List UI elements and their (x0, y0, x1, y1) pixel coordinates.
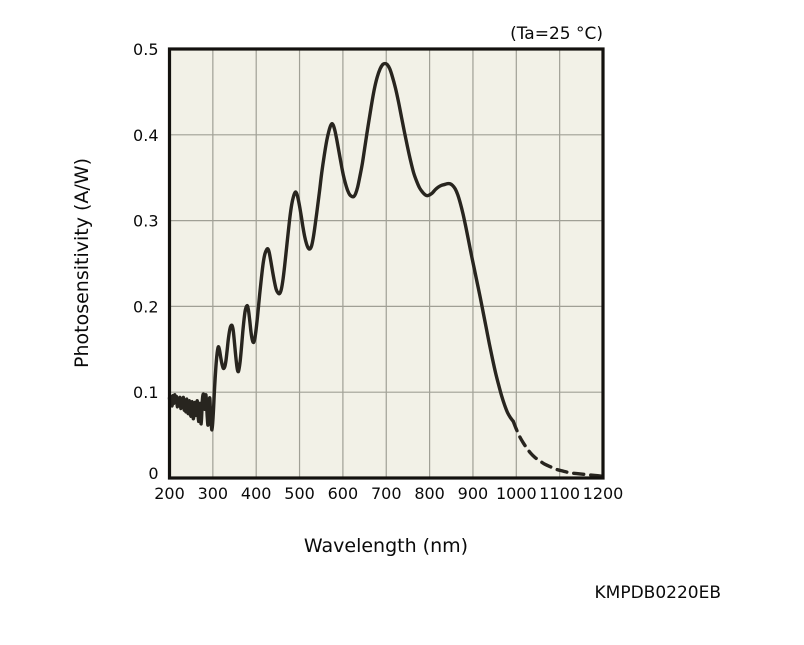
y-axis-title: Photosensitivity (A/W) (71, 158, 93, 368)
y-tick-label: 0.1 (133, 383, 158, 402)
plot-frame (167, 47, 605, 480)
x-tick-label: 400 (241, 484, 272, 503)
grid-layer (169, 49, 603, 478)
series-photosensitivity-measured (167, 61, 515, 432)
x-tick-label: 1200 (583, 484, 624, 503)
x-tick-label: 1000 (496, 484, 537, 503)
x-tick-label: 500 (284, 484, 315, 503)
x-tick-label: 200 (154, 484, 185, 503)
x-tick-label: 800 (414, 484, 445, 503)
curve-layer (167, 61, 605, 478)
x-tick-label: 900 (458, 484, 489, 503)
y-tick-label: 0.2 (133, 297, 158, 316)
y-tick-label: 0.4 (133, 126, 158, 145)
condition-annotation: (Ta=25 °C) (510, 24, 603, 44)
x-tick-label: 1100 (539, 484, 580, 503)
x-axis-title: Wavelength (nm) (304, 535, 468, 557)
x-tick-label: 600 (328, 484, 359, 503)
x-tick-label: 700 (371, 484, 402, 503)
y-tick-label: 0.5 (133, 40, 158, 59)
series-photosensitivity-extrapolated (511, 419, 605, 478)
tick-layer: 200 300 400 500 600 700 800 900 1000 1100 1200 0 0.1… (133, 40, 623, 503)
y-tick-label: 0 (148, 464, 158, 483)
document-code: KMPDB0220EB (595, 583, 722, 603)
x-tick-label: 300 (198, 484, 229, 503)
y-tick-label: 0.3 (133, 212, 158, 231)
